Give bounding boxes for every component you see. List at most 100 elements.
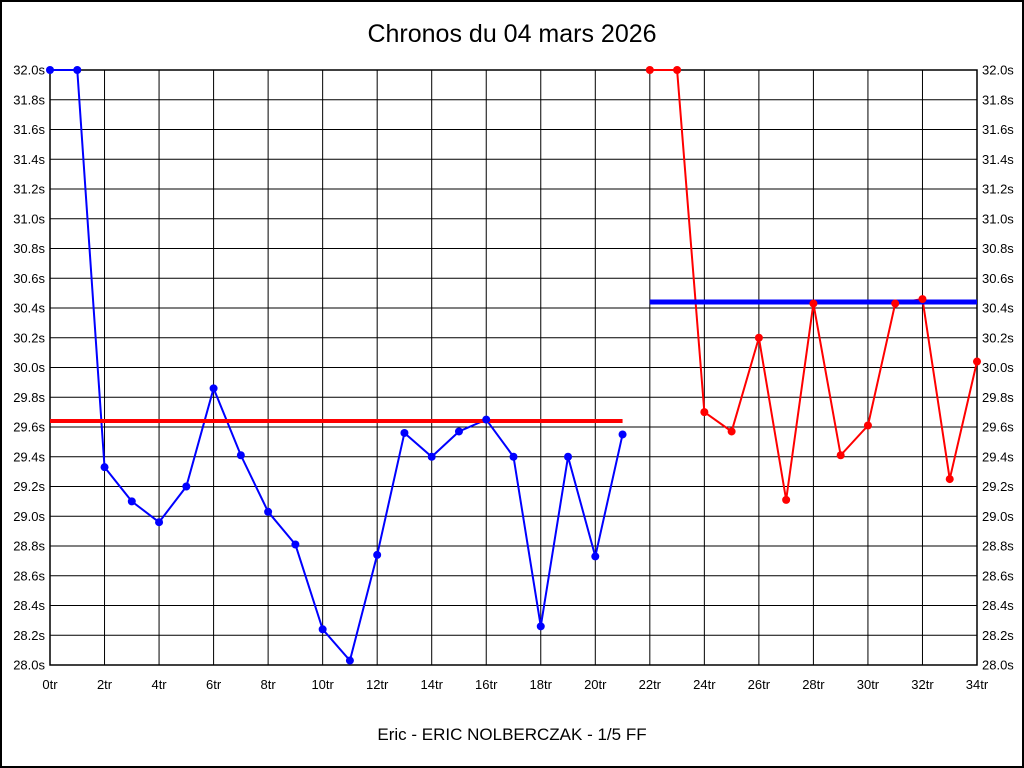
data-point-session-1-blue (318, 625, 327, 634)
data-point-session-2-red (891, 299, 900, 308)
y-tick-label-left: 31.8s (13, 92, 45, 107)
y-tick-label-right: 32.0s (982, 63, 1014, 78)
y-tick-label-left: 29.4s (13, 449, 45, 464)
y-tick-label-left: 29.8s (13, 390, 45, 405)
y-tick-label-left: 31.4s (13, 152, 45, 167)
data-point-session-2-red (973, 357, 981, 366)
x-tick-label: 4tr (151, 677, 167, 692)
data-point-session-2-red (918, 295, 927, 304)
data-point-session-1-blue (454, 427, 463, 436)
y-tick-label-left: 31.2s (13, 182, 45, 197)
x-tick-label: 6tr (206, 677, 222, 692)
y-tick-label-left: 29.2s (13, 479, 45, 494)
data-point-session-1-blue (264, 507, 273, 516)
data-point-session-1-blue (564, 452, 573, 461)
x-tick-label: 14tr (421, 677, 444, 692)
data-point-session-2-red (700, 408, 709, 417)
data-point-session-1-blue (482, 415, 491, 424)
y-tick-label-left: 30.8s (13, 241, 45, 256)
y-tick-label-left: 30.4s (13, 301, 45, 316)
y-tick-label-right: 31.0s (982, 211, 1014, 226)
data-point-session-1-blue (591, 552, 600, 561)
plot-frame (49, 69, 978, 666)
data-point-session-1-blue (46, 66, 54, 74)
y-tick-label-left: 29.6s (13, 420, 45, 435)
y-tick-label-left: 30.6s (13, 271, 45, 286)
y-tick-label-right: 30.0s (982, 360, 1014, 375)
data-point-session-2-red (809, 299, 818, 308)
data-point-session-2-red (836, 451, 845, 460)
data-point-session-1-blue (400, 428, 409, 437)
data-point-session-1-blue (100, 463, 109, 472)
x-tick-label: 16tr (475, 677, 498, 692)
x-tick-label: 0tr (42, 677, 58, 692)
x-tick-label: 20tr (584, 677, 607, 692)
x-tick-label: 8tr (261, 677, 277, 692)
x-tick-label: 28tr (802, 677, 825, 692)
y-tick-label-left: 28.2s (13, 628, 45, 643)
chart-caption: Eric - ERIC NOLBERCZAK - 1/5 FF (377, 725, 647, 744)
data-point-session-2-red (645, 66, 654, 74)
x-tick-label: 30tr (857, 677, 880, 692)
data-point-session-1-blue (182, 482, 191, 491)
y-tick-label-left: 28.8s (13, 539, 45, 554)
data-point-session-2-red (754, 333, 763, 342)
y-tick-label-right: 30.6s (982, 271, 1014, 286)
series-line-session-1-blue (50, 69, 624, 663)
y-tick-label-right: 29.8s (982, 390, 1014, 405)
x-tick-label: 26tr (748, 677, 771, 692)
y-tick-label-left: 29.0s (13, 509, 45, 524)
data-point-session-1-blue (536, 622, 545, 631)
data-point-session-2-red (673, 66, 682, 74)
data-point-session-1-blue (618, 430, 627, 439)
x-tick-label: 34tr (966, 677, 989, 692)
x-tick-label: 12tr (366, 677, 389, 692)
data-point-session-1-blue (236, 451, 245, 460)
y-tick-label-left: 28.6s (13, 568, 45, 583)
y-tick-label-left: 28.4s (13, 598, 45, 613)
data-point-session-1-blue (373, 550, 382, 559)
x-tick-label: 18tr (530, 677, 553, 692)
y-tick-label-right: 29.4s (982, 449, 1014, 464)
x-tick-label: 32tr (911, 677, 934, 692)
data-point-session-1-blue (427, 452, 436, 461)
y-tick-label-left: 31.0s (13, 211, 45, 226)
y-tick-label-left: 28.0s (13, 658, 45, 673)
x-tick-label: 10tr (311, 677, 334, 692)
data-point-session-1-blue (127, 497, 136, 506)
data-point-session-2-red (863, 421, 872, 430)
y-tick-label-right: 28.8s (982, 539, 1014, 554)
y-tick-label-right: 31.4s (982, 152, 1014, 167)
y-tick-label-right: 29.6s (982, 420, 1014, 435)
data-point-session-1-blue (291, 540, 300, 549)
chart-title: Chronos du 04 mars 2026 (367, 20, 657, 48)
x-tick-label: 24tr (693, 677, 716, 692)
data-point-session-2-red (727, 427, 736, 436)
y-tick-label-left: 30.2s (13, 330, 45, 345)
data-point-session-1-blue (509, 452, 518, 461)
y-tick-label-right: 31.2s (982, 182, 1014, 197)
y-tick-label-right: 30.2s (982, 330, 1014, 345)
y-tick-label-right: 30.4s (982, 301, 1014, 316)
y-tick-label-right: 29.0s (982, 509, 1014, 524)
y-tick-label-right: 28.0s (982, 658, 1014, 673)
y-tick-label-right: 28.2s (982, 628, 1014, 643)
y-tick-label-right: 31.8s (982, 92, 1014, 107)
data-point-session-1-blue (345, 656, 354, 665)
y-tick-label-right: 28.4s (982, 598, 1014, 613)
y-tick-label-right: 31.6s (982, 122, 1014, 137)
x-tick-label: 2tr (97, 677, 113, 692)
y-tick-label-left: 30.0s (13, 360, 45, 375)
y-tick-label-left: 32.0s (13, 63, 45, 78)
data-point-session-1-blue (73, 66, 82, 74)
y-tick-label-left: 31.6s (13, 122, 45, 137)
y-tick-label-right: 29.2s (982, 479, 1014, 494)
data-point-session-1-blue (209, 384, 218, 393)
data-point-session-2-red (782, 495, 791, 504)
y-tick-label-right: 28.6s (982, 568, 1014, 583)
x-tick-label: 22tr (639, 677, 662, 692)
y-tick-label-right: 30.8s (982, 241, 1014, 256)
data-point-session-2-red (945, 475, 954, 484)
